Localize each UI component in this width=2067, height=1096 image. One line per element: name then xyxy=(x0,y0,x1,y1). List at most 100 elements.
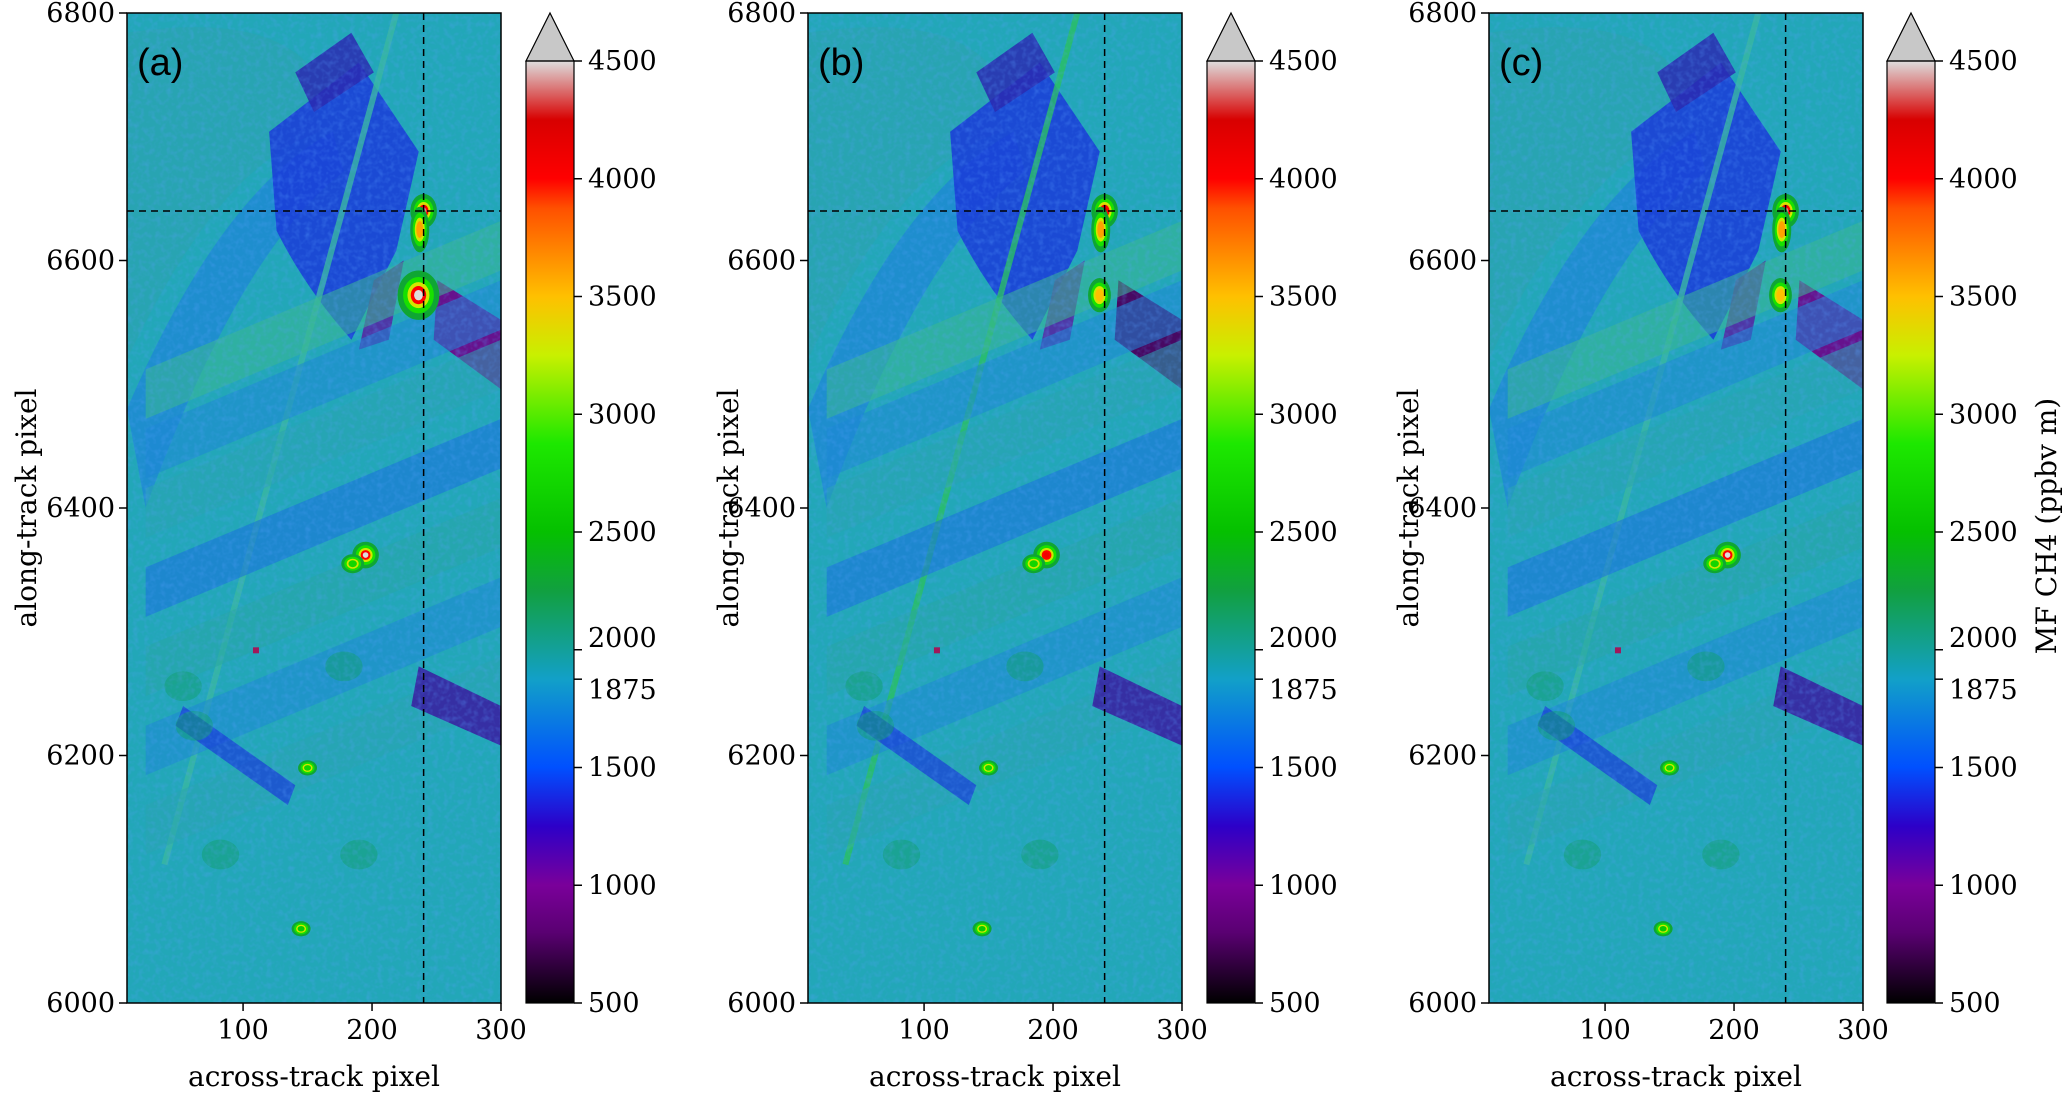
plume-hotspot xyxy=(1724,552,1731,558)
plume-hotspot xyxy=(414,289,423,301)
y-tick-label: 6000 xyxy=(1408,988,1477,1019)
plume-hotspot xyxy=(350,561,356,566)
x-axis-label: across-track pixel xyxy=(1550,1060,1802,1093)
x-tick-label: 100 xyxy=(898,1015,950,1046)
colorbar-tick-label: 3000 xyxy=(1949,399,2018,430)
colorbar: 500 1000 1500 1875 2000 2500 3000 3500 4000 4500 xyxy=(525,11,657,1019)
colorbar-tick-label: 4500 xyxy=(1269,46,1338,77)
colorbar-tick-label: 2500 xyxy=(588,517,657,548)
y-tick-label: 6800 xyxy=(727,0,796,29)
x-tick-label: 300 xyxy=(1156,1015,1208,1046)
colorbar-tick-label: 1500 xyxy=(1269,753,1338,784)
colorbar-tick-label: 2500 xyxy=(1269,517,1338,548)
texture-overlay xyxy=(127,13,501,1003)
panel-a: (a) 100 200 300 6000 6200 6400 6600 6800 across-t… xyxy=(10,0,657,1093)
colorbar-tick-label: 4500 xyxy=(588,46,657,77)
colorbar-tick-label: 500 xyxy=(1949,988,2001,1019)
heatmap-image xyxy=(1489,13,1863,1003)
panel-label: (b) xyxy=(818,42,864,84)
panel-b: (b) 100 200 300 6000 6200 6400 6600 6800 across-t… xyxy=(712,0,1338,1093)
y-tick-label: 6200 xyxy=(1408,741,1477,772)
plume-hotspot xyxy=(980,927,985,931)
y-tick-label: 6400 xyxy=(1408,493,1477,524)
y-tick-label: 6000 xyxy=(46,988,115,1019)
colorbar-tick-label: 1500 xyxy=(1949,753,2018,784)
pixel-marker xyxy=(1614,647,1621,654)
panel-label: (c) xyxy=(1499,42,1543,84)
colorbar-tick-label: 4500 xyxy=(1949,46,2018,77)
x-tick-label: 200 xyxy=(346,1015,398,1046)
colorbar-tick-label: 3500 xyxy=(1949,282,2018,313)
colorbar-tick-label: 500 xyxy=(1269,988,1321,1019)
plume-hotspot xyxy=(1043,552,1050,558)
colorbar-tick-label: 2000 xyxy=(1949,623,2018,654)
colorbar-tick-label: 1875 xyxy=(1269,675,1338,706)
plume-hotspot xyxy=(1661,927,1666,931)
y-tick-label: 6400 xyxy=(46,493,115,524)
plume-hotspot xyxy=(1778,291,1783,299)
colorbar-extend-arrow xyxy=(525,11,575,62)
y-tick-label: 6600 xyxy=(1408,246,1477,277)
plume-hotspot xyxy=(1779,224,1784,235)
colorbar-extend-arrow xyxy=(1886,11,1936,62)
y-axis-label: along-track pixel xyxy=(712,388,745,627)
colorbar: 500 1000 1500 1875 2000 2500 3000 3500 4000 4500 xyxy=(1206,11,1338,1019)
plume-hotspot xyxy=(1097,291,1102,299)
plume-hotspot xyxy=(1667,766,1672,770)
plume-hotspot xyxy=(1031,561,1037,566)
plume-hotspot xyxy=(986,766,991,770)
y-tick-label: 6800 xyxy=(46,0,115,29)
colorbar-tick-label: 2000 xyxy=(1269,623,1338,654)
colorbar-tick-label: 3500 xyxy=(1269,282,1338,313)
y-tick-label: 6600 xyxy=(727,246,796,277)
plume-hotspot xyxy=(417,224,422,235)
plume-hotspot xyxy=(362,552,369,558)
colorbar-tick-label: 4000 xyxy=(588,164,657,195)
panel-c: (c) 100 200 300 6000 6200 6400 6600 6800 across-t… xyxy=(1392,0,2063,1093)
pixel-marker xyxy=(252,647,259,654)
x-tick-label: 300 xyxy=(1837,1015,1889,1046)
texture-overlay xyxy=(1489,13,1863,1003)
colorbar-tick-label: 1000 xyxy=(1269,870,1338,901)
plume-hotspot xyxy=(1712,561,1718,566)
colorbar-label: MF CH4 (ppbv m) xyxy=(2030,398,2063,654)
y-tick-label: 6200 xyxy=(46,741,115,772)
y-tick-label: 6200 xyxy=(727,741,796,772)
colorbar-tick-label: 500 xyxy=(588,988,640,1019)
colorbar-tick-label: 1000 xyxy=(588,870,657,901)
x-tick-label: 100 xyxy=(1579,1015,1631,1046)
x-tick-label: 100 xyxy=(217,1015,269,1046)
colorbar-gradient xyxy=(1207,61,1255,1003)
colorbar-tick-label: 3000 xyxy=(1269,399,1338,430)
colorbar-tick-label: 2000 xyxy=(588,623,657,654)
colorbar-tick-label: 2500 xyxy=(1949,517,2018,548)
plume-hotspot xyxy=(305,766,310,770)
y-tick-label: 6800 xyxy=(1408,0,1477,29)
colorbar-tick-label: 1000 xyxy=(1949,870,2018,901)
colorbar-extend-arrow xyxy=(1206,11,1256,62)
plume-hotspot xyxy=(1098,224,1103,235)
texture-overlay xyxy=(808,13,1182,1003)
y-axis-label: along-track pixel xyxy=(10,388,43,627)
heatmap-image xyxy=(127,13,501,1003)
colorbar-tick-label: 1500 xyxy=(588,753,657,784)
colorbar-tick-label: 4000 xyxy=(1269,164,1338,195)
x-tick-label: 200 xyxy=(1708,1015,1760,1046)
colorbar-tick-label: 3000 xyxy=(588,399,657,430)
x-axis-label: across-track pixel xyxy=(188,1060,440,1093)
x-tick-label: 200 xyxy=(1027,1015,1079,1046)
colorbar: 500 1000 1500 1875 2000 2500 3000 3500 4000 4500 M… xyxy=(1886,11,2063,1019)
x-axis-label: across-track pixel xyxy=(869,1060,1121,1093)
y-tick-label: 6400 xyxy=(727,493,796,524)
y-tick-label: 6000 xyxy=(727,988,796,1019)
heatmap-image xyxy=(808,13,1182,1003)
y-axis-label: along-track pixel xyxy=(1392,388,1425,627)
colorbar-gradient xyxy=(526,61,574,1003)
panel-label: (a) xyxy=(137,42,183,84)
pixel-marker xyxy=(933,647,940,654)
colorbar-gradient xyxy=(1887,61,1935,1003)
plume-hotspot xyxy=(299,927,304,931)
colorbar-tick-label: 4000 xyxy=(1949,164,2018,195)
x-tick-label: 300 xyxy=(475,1015,527,1046)
